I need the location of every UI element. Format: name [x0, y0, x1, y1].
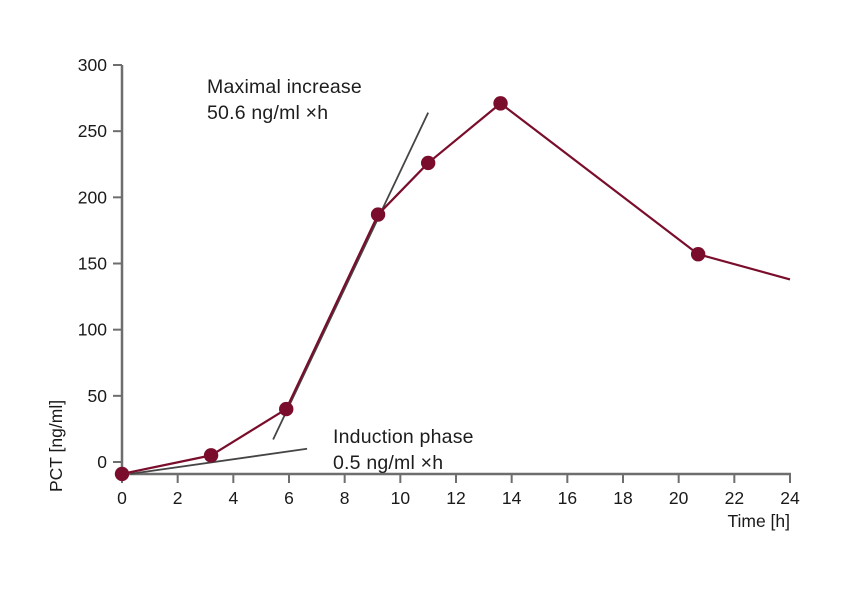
x-tick-label: 4: [228, 488, 238, 508]
annotation-maximal-increase-line2: 50.6 ng/ml ×h: [207, 102, 329, 124]
x-axis-title: Time [h]: [727, 511, 790, 531]
y-tick-label: 100: [78, 320, 107, 340]
data-series: [114, 96, 791, 482]
annotation-induction-phase-line1: Induction phase: [333, 426, 474, 448]
data-point-marker: [493, 96, 508, 111]
x-tick-label: 18: [613, 488, 632, 508]
x-tick-label: 24: [780, 488, 800, 508]
annotation-induction-phase: Induction phase 0.5 ng/ml ×h: [333, 424, 474, 476]
reference-line-induction-phase-line: [130, 447, 308, 475]
x-tick-label: 2: [173, 488, 183, 508]
data-point-marker: [370, 207, 386, 222]
x-tick-label: 0: [117, 488, 127, 508]
y-tick-label: 250: [78, 121, 107, 141]
y-tick-label: 50: [88, 386, 108, 406]
annotation-maximal-increase-line1: Maximal increase: [207, 76, 362, 98]
y-axis-title: PCT [ng/ml]: [46, 400, 66, 492]
data-point-marker: [279, 401, 294, 417]
x-tick-label: 12: [446, 488, 465, 508]
x-tick-label: 20: [669, 488, 689, 508]
x-tick-label: 6: [284, 488, 294, 508]
annotation-induction-phase-line2: 0.5 ng/ml ×h: [333, 452, 444, 474]
x-tick-label: 22: [725, 488, 744, 508]
x-tick-label: 10: [391, 488, 411, 508]
y-tick-label: 300: [78, 55, 107, 75]
annotation-maximal-increase: Maximal increase 50.6 ng/ml ×h: [207, 74, 362, 126]
x-tick-label: 14: [502, 488, 522, 508]
y-tick-label: 200: [78, 187, 107, 207]
x-tick-label: 16: [558, 488, 577, 508]
x-tick-label: 8: [340, 488, 350, 508]
y-tick-label: 0: [97, 452, 107, 472]
y-tick-label: 150: [78, 254, 107, 274]
series-line: [121, 102, 791, 475]
reference-line-maximal-increase-tangent: [272, 112, 429, 440]
data-point-marker: [203, 448, 219, 463]
data-point-marker: [114, 466, 130, 482]
reference-lines: [130, 112, 429, 475]
data-point-marker: [420, 155, 436, 171]
data-point-marker: [690, 247, 706, 262]
